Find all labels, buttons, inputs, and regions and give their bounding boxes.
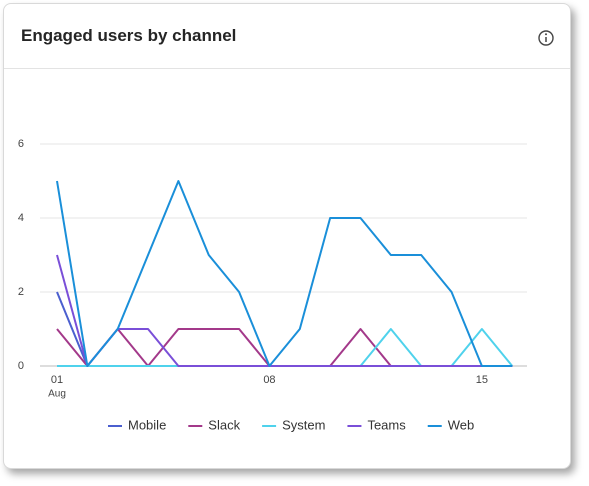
x-tick-label: 01 xyxy=(51,374,63,386)
y-tick-label: 6 xyxy=(18,138,24,150)
series-line xyxy=(56,254,513,367)
legend-label: Slack xyxy=(208,417,240,432)
y-tick-label: 2 xyxy=(18,286,24,298)
legend-label: Teams xyxy=(367,417,406,432)
x-tick-label: 08 xyxy=(263,374,275,386)
y-tick-label: 0 xyxy=(18,360,24,372)
x-sublabel: Aug xyxy=(48,389,66,400)
x-tick-label: 15 xyxy=(476,374,488,386)
series-line xyxy=(56,180,513,367)
legend-label: System xyxy=(282,417,325,432)
legend: Mobile Slack System Teams Web xyxy=(108,417,474,432)
y-tick-label: 4 xyxy=(18,212,24,224)
info-icon[interactable] xyxy=(537,29,555,47)
card-header: Engaged users by channel xyxy=(4,4,570,69)
chart-title: Engaged users by channel xyxy=(21,26,237,45)
legend-label: Web xyxy=(448,417,475,432)
legend-label: Mobile xyxy=(128,417,166,432)
card: Engaged users by channel xyxy=(3,3,571,469)
